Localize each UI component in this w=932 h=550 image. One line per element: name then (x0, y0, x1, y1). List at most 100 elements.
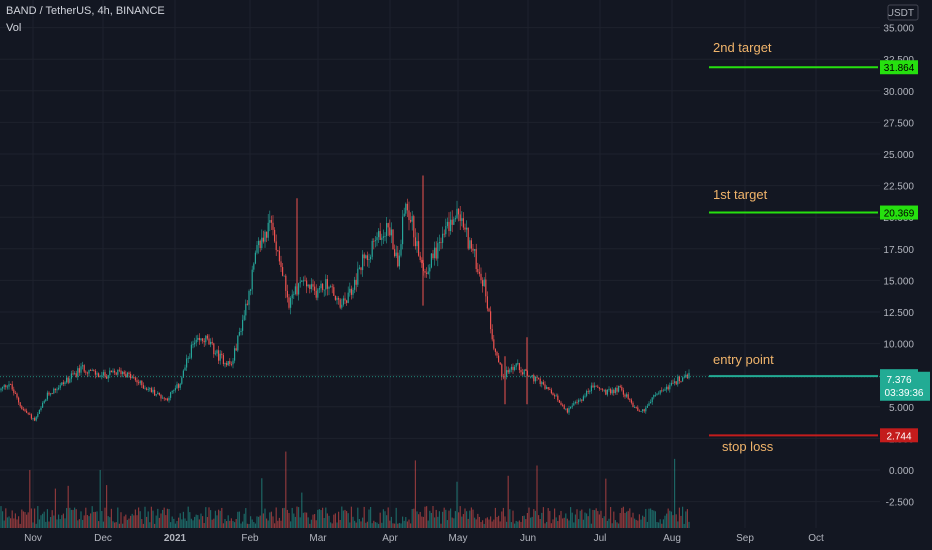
volume-bar (664, 515, 666, 528)
level-tag-bg (880, 60, 918, 75)
volume-bar (349, 522, 351, 528)
volume-bar (286, 509, 288, 528)
volume-bar (179, 513, 181, 528)
volume-bar (291, 507, 293, 528)
candle-body (429, 267, 431, 272)
volume-bar (635, 519, 637, 528)
candle-body (656, 393, 658, 395)
volume-bar (589, 508, 591, 528)
volume-bar (678, 507, 680, 528)
candle-body (614, 387, 616, 394)
volume-bar (302, 512, 304, 528)
volume-bar (381, 522, 383, 528)
volume-bar (648, 508, 650, 528)
candle-body (203, 340, 205, 343)
volume-bar (373, 520, 375, 528)
volume-bar (630, 517, 632, 528)
volume-bar (677, 521, 679, 528)
candle-body (658, 393, 660, 395)
volume-bar (603, 516, 605, 528)
candle-body (510, 366, 512, 370)
candle-body (550, 389, 552, 394)
volume-bar (443, 507, 445, 528)
candle-body (632, 402, 634, 408)
volume-bar (363, 506, 365, 528)
volume-bar (686, 509, 688, 528)
candle-body (682, 377, 684, 382)
volume-bar (586, 513, 588, 528)
volume-bar (445, 509, 447, 528)
volume-bar (352, 516, 354, 528)
volume-bar (328, 515, 330, 528)
candle-body (523, 369, 525, 375)
candle-body (354, 279, 356, 290)
volume-bar (403, 520, 405, 528)
volume-indicator-label[interactable]: Vol (6, 22, 22, 34)
symbol-title[interactable]: BAND / TetherUS, 4h, BINANCE (6, 5, 165, 17)
volume-bar (11, 510, 13, 528)
volume-bar (197, 515, 199, 528)
candle-body (262, 237, 264, 242)
candle-body (254, 252, 256, 264)
volume-bar (294, 516, 296, 528)
volume-bar (496, 517, 498, 528)
volume-bar (562, 518, 564, 528)
volume-bar (10, 518, 12, 528)
volume-bar (461, 516, 463, 528)
candle-body (654, 394, 656, 396)
volume-bar (389, 520, 391, 528)
volume-bar (202, 516, 204, 528)
candle-body (59, 385, 61, 388)
volume-bar (416, 511, 418, 528)
volume-bar (595, 508, 597, 528)
level-tag-bg (880, 428, 918, 443)
volume-bar (51, 510, 53, 528)
volume-bar (258, 516, 260, 528)
volume-bar (56, 519, 58, 528)
volume-bar (464, 508, 466, 528)
candle-body (674, 381, 676, 384)
volume-bar (274, 523, 276, 528)
volume-bar (77, 520, 79, 528)
candle-body (662, 390, 664, 392)
candle-body (306, 280, 308, 287)
candle-body (357, 268, 359, 285)
candle-body (147, 389, 149, 390)
volume-bar (688, 521, 690, 528)
volume-bar (246, 523, 248, 528)
volume-bar (133, 515, 135, 528)
volume-bar (435, 509, 437, 528)
volume-bar (606, 520, 608, 528)
volume-bar (480, 522, 482, 528)
candle-body (344, 298, 346, 301)
volume-bar (42, 513, 44, 528)
candle-body (672, 382, 674, 384)
volume-bar (555, 517, 557, 528)
volume-bar (322, 507, 324, 528)
volume-bar (666, 513, 668, 528)
candle-body (506, 370, 508, 377)
candle-body (237, 335, 239, 351)
volume-bar (549, 510, 551, 528)
volume-bar (371, 523, 373, 528)
volume-bar (358, 519, 360, 528)
candle-body (136, 380, 138, 383)
candle-body (211, 341, 213, 344)
candle-body (650, 402, 652, 404)
candle-body (258, 240, 260, 246)
candle-body (112, 370, 114, 373)
candle-body (238, 331, 240, 336)
volume-bar (107, 516, 109, 528)
candle-body (133, 377, 135, 379)
candle-body (14, 392, 16, 394)
volume-bar (563, 517, 565, 528)
candle-body (318, 288, 320, 290)
candle-body (558, 400, 560, 403)
candle-body (221, 353, 223, 356)
candle-body (373, 240, 375, 242)
candle-body (419, 255, 421, 260)
candle-body (566, 408, 568, 413)
volume-bar (304, 512, 306, 528)
volume-bar (150, 506, 152, 528)
